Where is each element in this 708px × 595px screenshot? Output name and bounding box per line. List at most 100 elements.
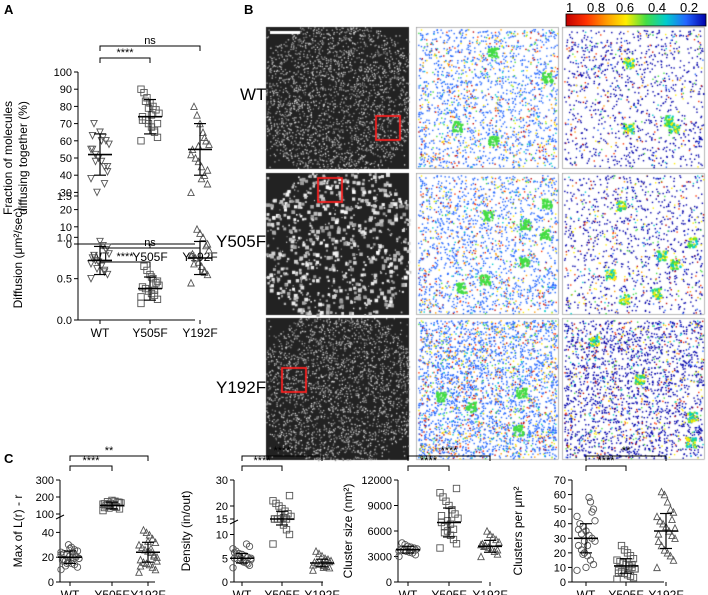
data-point	[141, 97, 150, 105]
significance-bracket	[241, 455, 323, 461]
data-point	[583, 541, 592, 550]
y-tick-label: 0	[222, 577, 228, 589]
data-point	[136, 561, 145, 570]
y-tick-label: 15	[216, 514, 228, 526]
data-point	[203, 239, 212, 248]
data-point	[138, 543, 146, 551]
data-point	[196, 228, 204, 237]
significance-label: ****	[116, 47, 134, 59]
data-point	[628, 560, 636, 569]
data-point	[443, 517, 452, 525]
data-point	[187, 278, 195, 287]
significance-label: ****	[253, 455, 271, 467]
significance-label: ****	[116, 251, 134, 263]
significance-bracket	[69, 455, 149, 461]
data-point	[309, 565, 317, 574]
data-point	[654, 536, 663, 545]
data-point	[140, 262, 148, 270]
data-point	[613, 575, 621, 583]
x-category-label: Y505F	[132, 326, 167, 340]
x-category-label: Y505F	[94, 588, 129, 595]
y-tick-label: 6000	[368, 526, 392, 538]
y-tick-label: 9000	[368, 501, 392, 513]
data-point	[663, 497, 672, 506]
data-point	[135, 540, 143, 549]
y-tick-label: 5	[222, 553, 228, 565]
significance-label: **	[622, 445, 631, 457]
data-point	[668, 531, 676, 540]
data-point	[325, 563, 334, 572]
significance-bracket	[241, 465, 283, 471]
data-point	[93, 265, 101, 273]
data-point	[199, 233, 207, 241]
y-tick-label: 50	[554, 504, 566, 516]
data-point	[148, 562, 157, 571]
data-point	[493, 549, 502, 558]
data-point	[91, 157, 100, 166]
data-point	[589, 560, 598, 569]
data-point	[87, 275, 95, 283]
data-point	[244, 560, 252, 568]
data-point	[229, 564, 237, 572]
y-tick-label: 30	[554, 533, 566, 545]
y-tick-label: 0.5	[57, 274, 72, 286]
data-point	[657, 487, 666, 496]
data-point	[100, 503, 109, 512]
y-tick-label: 0	[386, 577, 392, 589]
x-category-label: WT	[233, 588, 252, 595]
x-category-label: WT	[399, 588, 418, 595]
y-tick-label: 20	[216, 501, 228, 513]
data-point	[666, 504, 675, 513]
data-point	[269, 540, 277, 548]
data-point	[144, 104, 153, 112]
x-category-label: WT	[577, 588, 596, 595]
y-tick-label: 0.0	[57, 315, 72, 327]
data-point	[137, 293, 145, 301]
data-point	[668, 515, 676, 523]
significance-bracket	[99, 247, 201, 253]
data-point	[230, 548, 239, 557]
data-point	[588, 508, 596, 516]
data-point	[151, 565, 160, 574]
significance-bracket	[99, 45, 201, 51]
data-point	[577, 530, 586, 538]
data-point	[202, 241, 210, 250]
significance-bracket	[585, 455, 667, 461]
data-point	[64, 541, 73, 549]
significance-bracket	[69, 465, 113, 471]
data-point	[582, 563, 590, 572]
data-point	[452, 484, 461, 493]
x-category-label: Y192F	[304, 588, 339, 595]
y-axis-title: diffusing together (%)	[16, 101, 30, 215]
data-point	[660, 545, 669, 554]
data-point	[656, 516, 664, 525]
data-point	[653, 512, 661, 521]
data-point	[490, 547, 499, 556]
significance-label: ns	[144, 35, 156, 47]
data-point	[100, 268, 109, 277]
significance-bracket	[99, 261, 151, 267]
axis-break-mark	[55, 514, 65, 520]
data-point	[613, 556, 621, 564]
y-tick-label: 10	[60, 222, 72, 234]
significance-label: ****	[597, 455, 615, 467]
data-point	[200, 267, 209, 276]
data-point	[481, 541, 490, 550]
data-point	[188, 249, 197, 258]
y-tick-label: 0	[66, 239, 72, 251]
data-point	[242, 540, 251, 548]
data-point	[103, 162, 112, 171]
data-point	[312, 546, 320, 555]
y-tick-label: 3000	[368, 552, 392, 564]
data-point	[190, 259, 198, 268]
data-point	[102, 137, 110, 146]
data-point	[137, 299, 145, 308]
y-tick-label: 20	[554, 548, 566, 560]
data-point	[321, 554, 329, 562]
axis-break-mark	[229, 519, 239, 525]
data-point	[105, 250, 113, 259]
data-point	[153, 277, 162, 285]
data-point	[309, 560, 317, 569]
data-point	[654, 529, 663, 538]
data-point	[617, 541, 626, 550]
